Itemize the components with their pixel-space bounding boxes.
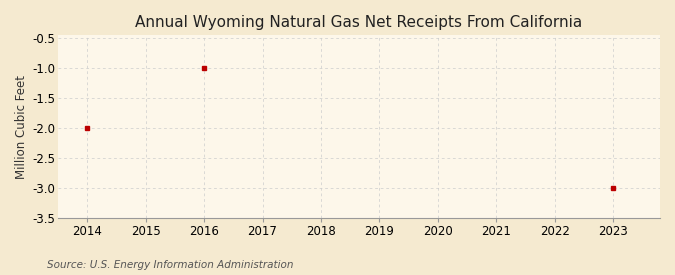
Y-axis label: Million Cubic Feet: Million Cubic Feet (15, 75, 28, 179)
Text: Source: U.S. Energy Information Administration: Source: U.S. Energy Information Administ… (47, 260, 294, 270)
Title: Annual Wyoming Natural Gas Net Receipts From California: Annual Wyoming Natural Gas Net Receipts … (136, 15, 583, 30)
